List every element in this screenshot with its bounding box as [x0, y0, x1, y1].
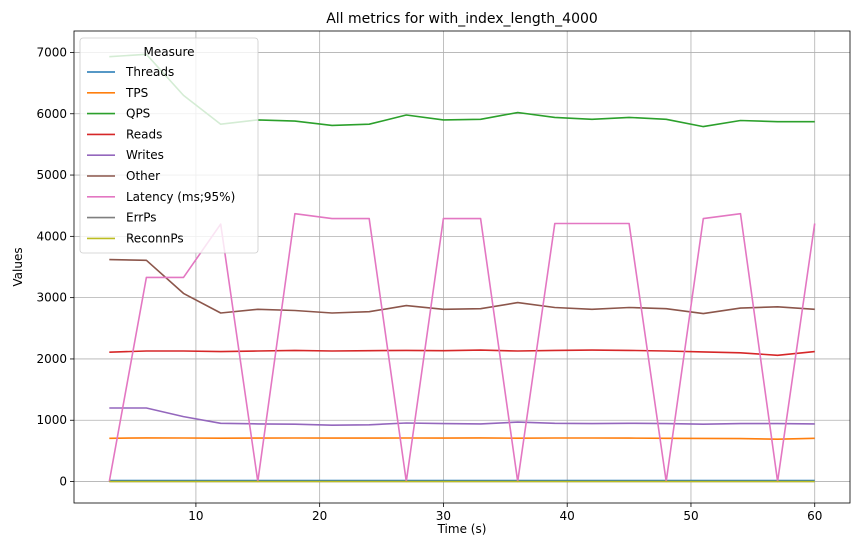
x-tick-label: 20	[312, 509, 327, 523]
legend-label-tps: TPS	[125, 86, 148, 100]
y-tick-label: 4000	[36, 229, 67, 243]
legend-label-threads: Threads	[125, 65, 174, 79]
series-line-tps	[109, 437, 815, 441]
legend-label-writes: Writes	[126, 148, 164, 162]
y-axis-label: Values	[11, 247, 25, 286]
y-tick-label: 0	[59, 475, 67, 489]
legend-label-latency-ms-95: Latency (ms;95%)	[126, 190, 235, 204]
series-line-reads	[109, 349, 815, 357]
y-tick-label: 6000	[36, 107, 67, 121]
y-tick-label: 7000	[36, 45, 67, 59]
x-tick-label: 30	[436, 509, 451, 523]
x-tick-label: 50	[683, 509, 698, 523]
x-ticks: 10 20 30 40 50 60	[188, 503, 822, 523]
legend-title: Measure	[144, 45, 195, 59]
plot-frame	[73, 30, 851, 504]
legend-label-reconnps: ReconnPs	[126, 231, 184, 245]
y-tick-label: 3000	[36, 291, 67, 305]
legend-label-errps: ErrPs	[126, 211, 157, 225]
y-tick-label: 5000	[36, 168, 67, 182]
legend-label-qps: QPS	[126, 107, 150, 121]
x-tick-label: 40	[560, 509, 575, 523]
chart-title: All metrics for with_index_length_4000	[326, 11, 598, 27]
y-tick-label: 2000	[36, 352, 67, 366]
legend: Measure Threads TPS QPS Reads Writes Other Lat…	[79, 37, 259, 254]
y-ticks: 0 1000 2000 3000 4000 5000 6000 7000	[36, 45, 74, 489]
x-tick-label: 10	[188, 509, 203, 523]
series-line-latency-ms-95	[108, 212, 816, 483]
legend-box	[79, 37, 259, 254]
legend-label-reads: Reads	[126, 127, 162, 141]
series-line-other	[109, 258, 815, 315]
x-tick-label: 60	[807, 509, 822, 523]
legend-label-other: Other	[126, 169, 160, 183]
series-line-writes	[109, 407, 815, 427]
y-tick-label: 1000	[36, 413, 67, 427]
x-axis-label: Time (s)	[437, 522, 487, 536]
